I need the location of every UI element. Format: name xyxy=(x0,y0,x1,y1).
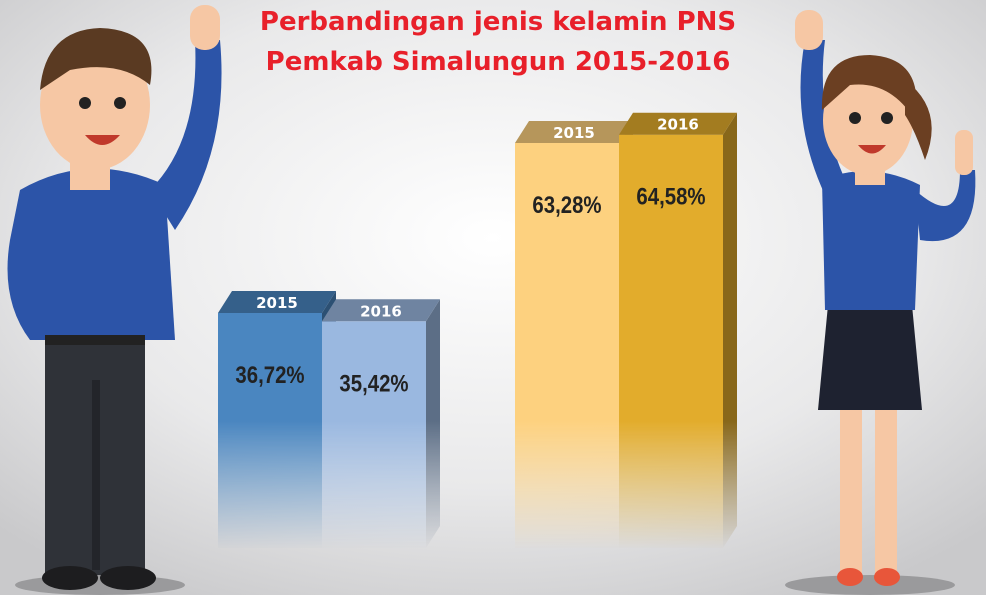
bar-year-label: 2016 xyxy=(360,302,402,320)
bar xyxy=(218,313,322,548)
value-label: 64,58% xyxy=(636,183,705,210)
chart-title: Perbandingan jenis kelamin PNS xyxy=(260,7,736,37)
value-label: 63,28% xyxy=(532,191,601,218)
bar-year-label: 2015 xyxy=(553,124,595,142)
bar xyxy=(322,321,426,548)
bar-year-label: 2016 xyxy=(657,116,699,134)
infographic: Perbandingan jenis kelamin PNS Pemkab Si… xyxy=(0,0,986,595)
bar-year-label: 2015 xyxy=(256,294,298,312)
value-label: 35,42% xyxy=(339,370,408,397)
value-label: 36,72% xyxy=(235,361,304,388)
chart-subtitle: Pemkab Simalungun 2015-2016 xyxy=(266,47,731,77)
bar-side xyxy=(723,113,737,548)
bar-side xyxy=(426,299,440,548)
